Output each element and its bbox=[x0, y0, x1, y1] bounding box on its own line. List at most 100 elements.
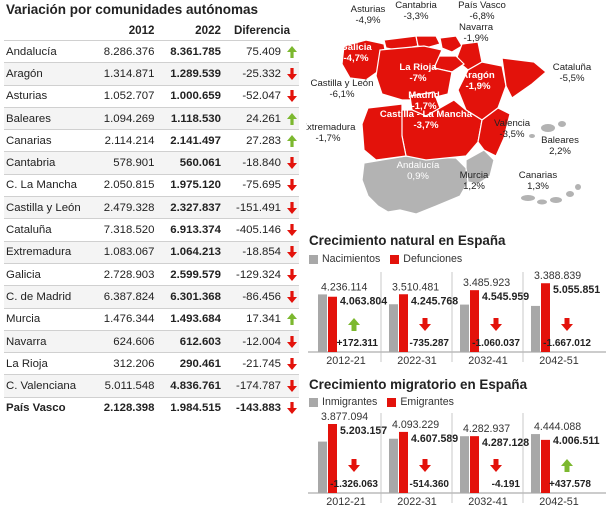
category-label: 2022-31 bbox=[397, 355, 437, 367]
arrow-up-icon bbox=[287, 45, 297, 58]
arrow-up-icon bbox=[287, 112, 297, 125]
region-name: Cantabria bbox=[4, 151, 92, 175]
arrow-down-icon bbox=[419, 459, 431, 472]
table-row: C. de Madrid 6.387.824 6.301.368 -86.456 bbox=[4, 285, 299, 309]
arrow-down-icon bbox=[490, 318, 502, 331]
region-name: Galicia bbox=[4, 262, 92, 286]
region-andalucia bbox=[361, 155, 469, 215]
table-row: C. Valenciana 5.011.548 4.836.761 -174.787 bbox=[4, 374, 299, 398]
map-label-name: Navarra bbox=[459, 22, 494, 33]
value-2022: 4.836.761 bbox=[158, 374, 225, 398]
value-label-inmigrantes: 4.444.088 bbox=[534, 421, 581, 433]
region-name: Aragón bbox=[4, 62, 92, 86]
map-label-value: -5,5% bbox=[559, 73, 585, 84]
legend-inmigrantes: Inmigrantes bbox=[322, 396, 378, 408]
value-2022: 2.141.497 bbox=[158, 129, 225, 152]
trend-cell bbox=[285, 62, 299, 86]
map-label: Castilla - La Mancha -3,7% bbox=[380, 109, 473, 131]
map-label-name: Murcia bbox=[460, 170, 489, 181]
table-row: Canarias 2.114.214 2.141.497 27.283 bbox=[4, 129, 299, 152]
map-label-value: -4,9% bbox=[355, 15, 381, 26]
arrow-down-icon bbox=[287, 246, 297, 259]
region-name: Castilla y León bbox=[4, 196, 92, 219]
category-label: 2012-21 bbox=[326, 496, 366, 508]
value-diferencia: -75.695 bbox=[224, 173, 285, 197]
map-label: Valencia -3,5% bbox=[494, 118, 531, 140]
map-label-value: 2,2% bbox=[549, 146, 571, 157]
value-diferencia: 75.409 bbox=[224, 39, 285, 63]
map-label-value: -1,9% bbox=[463, 33, 489, 44]
bar-nacimientos bbox=[389, 304, 398, 352]
arrow-down-icon bbox=[561, 318, 573, 331]
value-diferencia: 27.283 bbox=[224, 129, 285, 152]
bar-inmigrantes bbox=[318, 441, 327, 493]
value-diferencia: -151.491 bbox=[224, 196, 285, 219]
arrow-down-icon bbox=[287, 335, 297, 348]
map-label-value: -1,9% bbox=[465, 81, 491, 92]
value-diferencia: 17.341 bbox=[224, 307, 285, 331]
map-label: Baleares 2,2% bbox=[541, 135, 579, 157]
arrow-down-icon bbox=[287, 224, 297, 237]
map-label: Navarra -1,9% bbox=[459, 22, 494, 44]
map-label-value: -3,3% bbox=[403, 11, 429, 22]
value-label-defunciones: 4.545.959 bbox=[482, 291, 529, 303]
map-label-value: -3,7% bbox=[413, 120, 439, 131]
bar-defunciones bbox=[541, 283, 550, 352]
table-row: Aragón 1.314.871 1.289.539 -25.332 bbox=[4, 62, 299, 86]
diff-label: -1.667.012 bbox=[543, 338, 591, 349]
region-baleares bbox=[529, 121, 566, 138]
region-name: Baleares bbox=[4, 106, 92, 130]
region-murcia bbox=[465, 149, 495, 185]
value-2012: 1.052.707 bbox=[92, 84, 159, 108]
region-canarias bbox=[521, 184, 581, 205]
region-extremadura bbox=[361, 103, 407, 161]
value-2022: 1.000.659 bbox=[158, 84, 225, 108]
bar-defunciones bbox=[328, 296, 337, 352]
trend-cell bbox=[285, 106, 299, 130]
map-label-value: -3,5% bbox=[499, 129, 525, 140]
table-row: Andalucía 8.286.376 8.361.785 75.409 bbox=[4, 39, 299, 63]
value-diferencia: -143.883 bbox=[224, 396, 285, 420]
value-2012: 6.387.824 bbox=[92, 285, 159, 309]
header-2012: 2012 bbox=[128, 23, 155, 37]
bar-emigrantes bbox=[470, 436, 479, 493]
bar-inmigrantes bbox=[460, 436, 469, 493]
map-label: País Vasco -6,8% bbox=[458, 0, 506, 22]
table-row: País Vasco 2.128.398 1.984.515 -143.883 bbox=[4, 396, 299, 420]
table-row: Murcia 1.476.344 1.493.684 17.341 bbox=[4, 307, 299, 331]
trend-cell bbox=[285, 285, 299, 309]
value-label-defunciones: 4.245.768 bbox=[411, 295, 458, 307]
value-2022: 560.061 bbox=[158, 151, 225, 175]
region-name: Canarias bbox=[4, 129, 92, 152]
bar-emigrantes bbox=[541, 439, 550, 493]
region-name: C. de Madrid bbox=[4, 285, 92, 309]
natural-growth-legend: Nacimientos Defunciones bbox=[309, 253, 462, 265]
map-label-name: La Rioja bbox=[399, 62, 437, 73]
value-diferencia: -405.146 bbox=[224, 218, 285, 242]
arrow-down-icon bbox=[287, 90, 297, 103]
trend-cell bbox=[285, 39, 299, 63]
value-2012: 2.728.903 bbox=[92, 262, 159, 286]
value-2022: 2.327.837 bbox=[158, 196, 225, 219]
natural-growth-title: Crecimiento natural en España bbox=[309, 233, 506, 248]
value-2022: 1.984.515 bbox=[158, 396, 225, 420]
header-2022: 2022 bbox=[195, 23, 221, 37]
table-row: Cantabria 578.901 560.061 -18.840 bbox=[4, 151, 299, 175]
bar-nacimientos bbox=[318, 294, 327, 352]
table-row: Asturias 1.052.707 1.000.659 -52.047 bbox=[4, 84, 299, 108]
map-label-name: Galicia bbox=[340, 42, 372, 53]
category-label: 2022-31 bbox=[397, 496, 437, 508]
legend-swatch-inmigrantes bbox=[309, 397, 318, 407]
arrow-down-icon bbox=[287, 268, 297, 281]
arrow-up-icon bbox=[348, 318, 360, 331]
value-diferencia: -18.840 bbox=[224, 151, 285, 175]
arrow-down-icon bbox=[287, 380, 297, 393]
value-2012: 5.011.548 bbox=[92, 374, 159, 398]
table-row: Cataluña 7.318.520 6.913.374 -405.146 bbox=[4, 218, 299, 242]
category-label: 2012-21 bbox=[326, 355, 366, 367]
value-2022: 6.301.368 bbox=[158, 285, 225, 309]
region-name: País Vasco bbox=[4, 396, 92, 420]
value-2022: 290.461 bbox=[158, 352, 225, 375]
value-diferencia: -174.787 bbox=[224, 374, 285, 398]
diff-label: -514.360 bbox=[410, 479, 450, 490]
